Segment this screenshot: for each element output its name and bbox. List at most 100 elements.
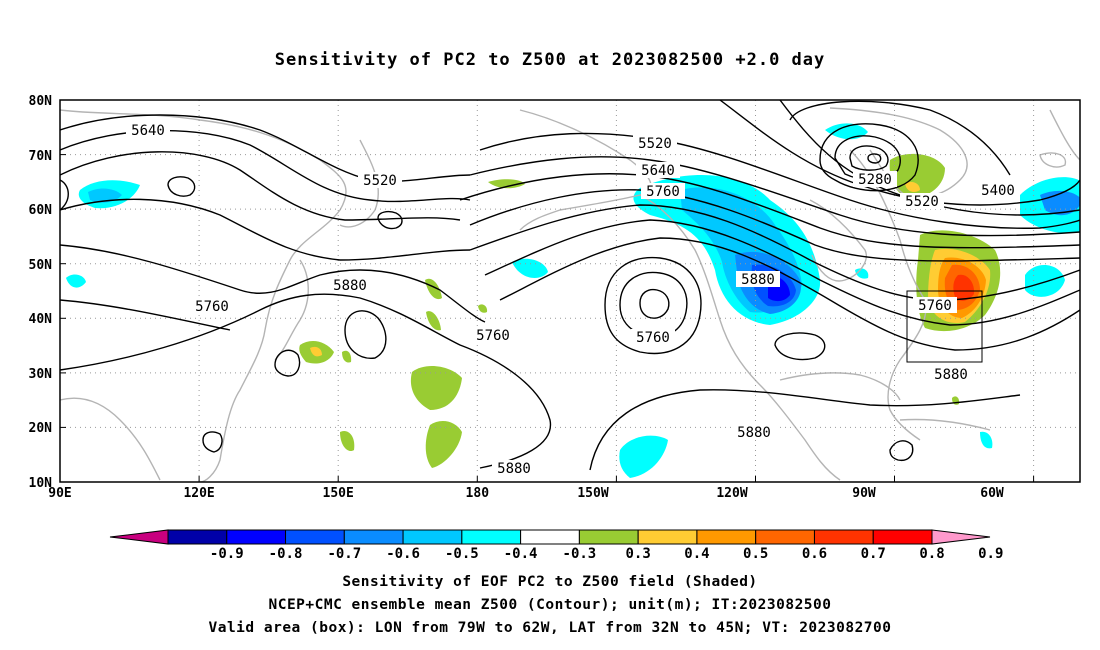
colorbar-segment <box>343 529 404 545</box>
colorbar-segment <box>226 529 287 545</box>
contour-label: 5760 <box>190 298 234 315</box>
contour-5820 <box>484 219 1080 326</box>
map-frame <box>59 99 1081 483</box>
svg-text:5760: 5760 <box>195 299 229 315</box>
svg-text:5880: 5880 <box>737 425 771 441</box>
contour-label: 5880 <box>732 424 776 441</box>
coast-asia <box>60 109 347 482</box>
shading-layer <box>66 123 1080 478</box>
contour-label: 5760 <box>471 327 515 344</box>
contour-arctic-outer <box>789 100 1011 176</box>
lon-tick-label: 90W <box>852 486 876 501</box>
contour-small-6 <box>774 332 826 361</box>
caption-line-1: Sensitivity of EOF PC2 to Z500 field (Sh… <box>342 574 758 590</box>
contour-small-2 <box>377 210 403 230</box>
lat-tick-label: 40N <box>29 312 53 327</box>
contour-5880-na <box>499 237 1080 351</box>
shade-small-1 <box>66 274 86 288</box>
coast-japan <box>274 259 309 361</box>
colorbar-segment <box>872 529 933 545</box>
contour-5640 <box>459 173 1080 249</box>
colorbar-label: -0.3 <box>563 546 597 562</box>
lon-tick-label: 180 <box>466 486 490 501</box>
valid-area-box <box>906 290 983 363</box>
lat-labels: 80N 70N 60N 50N 40N 30N 20N 10N <box>29 94 53 491</box>
colorbar-label: 0.3 <box>626 546 651 562</box>
colorbar-end-high <box>931 529 991 545</box>
colorbar-segment <box>285 529 345 545</box>
shade-green-5 <box>342 350 352 363</box>
caption-line-3: Valid area (box): LON from 79W to 62W, L… <box>208 620 892 636</box>
contour-label: 5880 <box>929 366 973 383</box>
shade-atl-07 <box>953 274 975 301</box>
contour-high-pac-1 <box>604 256 702 355</box>
shade-greenland-positive <box>889 153 945 198</box>
shade-small-3 <box>980 431 993 449</box>
contour-high-pac-2 <box>619 271 688 338</box>
svg-text:5760: 5760 <box>476 328 510 344</box>
coast-alaska <box>519 109 652 231</box>
coast-na-west <box>639 194 841 481</box>
colorbar-segment <box>813 529 874 545</box>
colorbar-label: 0.4 <box>684 546 709 562</box>
svg-text:5880: 5880 <box>333 278 367 294</box>
lon-tick-label: 120W <box>716 486 747 501</box>
svg-text:5520: 5520 <box>638 136 672 152</box>
colorbar-segment <box>461 529 522 545</box>
lon-tick-label: 150W <box>577 486 608 501</box>
contour-label: 5520 <box>900 193 944 210</box>
colorbar-segment <box>637 529 698 545</box>
shade-arctic <box>825 123 868 140</box>
lat-tick-label: 50N <box>29 258 53 273</box>
contour-label: 5760 <box>641 183 685 200</box>
shade-green-1 <box>425 278 442 300</box>
colorbar-label: 0.5 <box>743 546 768 562</box>
shade-west-pac-inner <box>88 188 122 203</box>
contour-label: 5280 <box>853 171 897 188</box>
lon-tick-label: 90E <box>48 486 71 501</box>
lat-tick-label: 60N <box>29 203 53 218</box>
contour-label: 5760 <box>631 329 675 346</box>
lat-tick-label: 10N <box>29 476 53 491</box>
coast-europe <box>1049 109 1080 161</box>
lon-labels: 90E 120E 150E 180 150W 120W 90W 60W <box>48 486 1004 501</box>
contour-label: 5880 <box>736 271 780 288</box>
shade-hawaii-region <box>410 366 462 410</box>
contour-5760-main <box>469 204 1080 301</box>
lon-tick-label: 60W <box>980 486 1004 501</box>
colorbar-label: -0.8 <box>269 546 303 562</box>
svg-text:5760: 5760 <box>646 184 680 200</box>
shade-green-4 <box>340 430 355 452</box>
lon-tick-label: 120E <box>183 486 214 501</box>
contour-5700 <box>469 189 1080 262</box>
coast-hudson <box>809 199 867 282</box>
contour-high-pac-3 <box>639 288 670 319</box>
svg-text:5760: 5760 <box>918 298 952 314</box>
shade-small-2 <box>512 258 548 278</box>
contour-label: 5520 <box>633 135 677 152</box>
svg-text:5400: 5400 <box>981 183 1015 199</box>
contour-label: 5880 <box>328 277 372 294</box>
shade-atlantic-small <box>1025 264 1065 297</box>
colorbar-end-low <box>109 529 169 545</box>
coast-asia-2 <box>60 397 161 481</box>
colorbar-label: -0.5 <box>445 546 479 562</box>
colorbar-label: 0.6 <box>802 546 827 562</box>
contour-small-3 <box>344 310 387 359</box>
svg-text:5880: 5880 <box>741 272 775 288</box>
colorbar-segment <box>167 529 228 545</box>
contour-label: 5760 <box>913 297 957 314</box>
contour-small-7 <box>60 179 69 211</box>
contour-label: 5880 <box>492 460 536 477</box>
lon-tick-label: 150E <box>323 486 354 501</box>
contour-small-1 <box>167 176 196 197</box>
colorbar-label: -0.4 <box>504 546 538 562</box>
contour-5580 <box>469 156 1080 237</box>
contour-arctic-low-4 <box>867 153 882 164</box>
colorbar-segment <box>696 529 757 545</box>
colorbar: -0.9 -0.8 -0.7 -0.6 -0.5 -0.4 -0.3 0.3 0.4 0.5 0.6… <box>109 529 1003 562</box>
svg-text:5640: 5640 <box>641 163 675 179</box>
shade-green-3 <box>488 179 525 189</box>
coast-kamchatka <box>339 139 379 228</box>
